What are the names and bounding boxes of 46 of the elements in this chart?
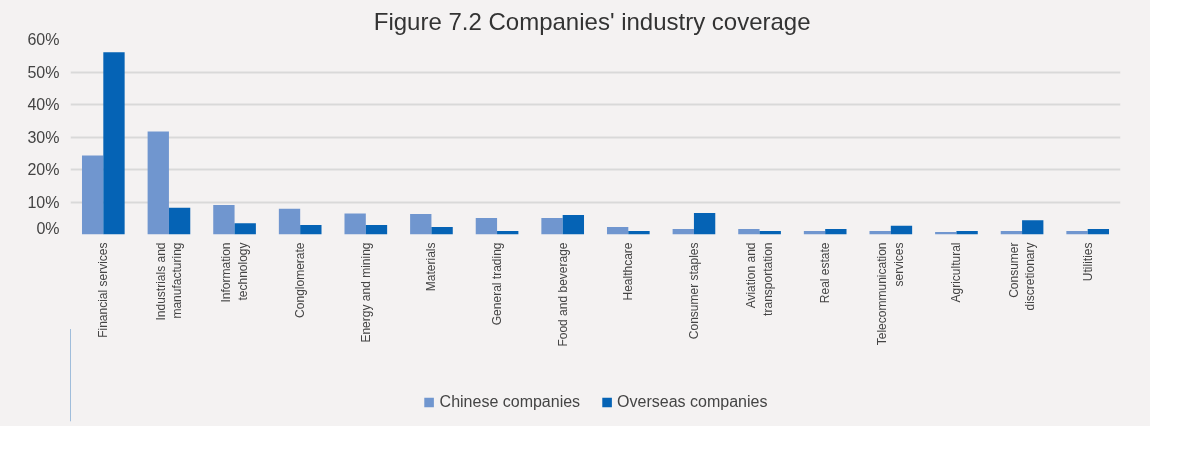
bar — [103, 52, 125, 235]
bar — [562, 215, 585, 235]
y-tick-label: 60% — [27, 31, 60, 48]
y-tick-label: 40% — [27, 96, 60, 113]
x-tick-label: Financial services — [96, 242, 111, 338]
x-tick-label: Materials — [424, 242, 439, 292]
bar — [410, 214, 432, 235]
legend-label: Chinese companies — [439, 393, 581, 411]
x-tick-label: Food and beverage — [555, 242, 570, 347]
bar — [365, 225, 388, 235]
bar — [1022, 220, 1044, 235]
x-tick-label: Consumer staples — [686, 242, 701, 340]
bar — [234, 223, 256, 235]
y-tick-label: 10% — [27, 193, 60, 211]
bar — [541, 217, 563, 235]
bar — [278, 208, 301, 235]
x-tick-label: Agricultural — [949, 242, 964, 303]
x-tick-label: Energy and mining — [358, 242, 373, 343]
x-tick-label: Industrials and manufacturing — [153, 242, 185, 321]
bar — [738, 228, 760, 235]
y-tick-label: 20% — [27, 161, 60, 178]
bar — [431, 227, 453, 235]
bar — [168, 207, 191, 235]
x-tick-label: Real estate — [818, 242, 833, 304]
y-tick-label: 50% — [27, 63, 60, 81]
x-tick-label: Utilities — [1080, 242, 1095, 282]
bar — [81, 155, 104, 235]
y-tick-label: 0% — [36, 219, 60, 237]
x-tick-label: Conglomerate — [293, 242, 308, 318]
bar — [300, 225, 322, 235]
bar — [606, 227, 629, 235]
legend-label: Overseas companies — [617, 393, 768, 411]
bar — [147, 131, 169, 235]
x-tick-label: Healthcare — [621, 242, 636, 301]
y-tick-label: 30% — [27, 128, 60, 146]
bar — [825, 228, 847, 235]
chart-title: Figure 7.2 Companies' industry coverage — [373, 7, 811, 35]
bar — [693, 213, 716, 235]
bar — [213, 204, 235, 235]
x-tick-label: Aviation and transportation — [744, 242, 775, 316]
x-tick-label: Telecommunication services — [875, 242, 907, 346]
bar — [344, 213, 366, 235]
x-tick-label: General trading — [490, 242, 505, 326]
x-tick-label: Consumer discretionary — [1006, 242, 1038, 311]
bar — [475, 217, 498, 235]
bar — [890, 225, 913, 235]
